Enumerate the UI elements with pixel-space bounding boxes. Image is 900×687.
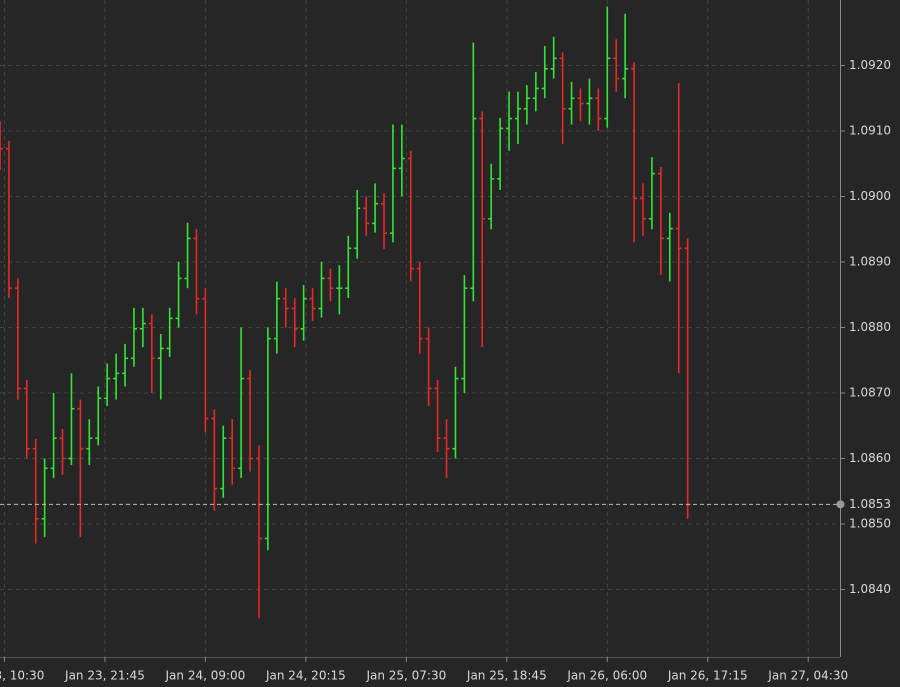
y-tick-label: 1.0890 xyxy=(849,255,891,269)
x-tick-label: Jan 26, 06:00 xyxy=(566,669,647,683)
y-tick-label: 1.0900 xyxy=(849,189,891,203)
y-tick-label: 1.0840 xyxy=(849,582,891,596)
y-tick-label: 1.0870 xyxy=(849,386,891,400)
x-tick-label: Jan 25, 07:30 xyxy=(365,669,446,683)
x-tick-label: Jan 23, 10:30 xyxy=(0,669,44,683)
x-tick-label: Jan 23, 21:45 xyxy=(64,669,145,683)
last-price-dot xyxy=(836,500,845,509)
x-tick-label: Jan 26, 17:15 xyxy=(667,669,748,683)
last-price-label: 1.0853 xyxy=(849,497,891,511)
y-tick-label: 1.0910 xyxy=(849,124,891,138)
x-tick-label: Jan 24, 09:00 xyxy=(165,669,246,683)
y-tick-label: 1.0880 xyxy=(849,320,891,334)
x-tick-label: Jan 25, 18:45 xyxy=(466,669,547,683)
x-tick-label: Jan 27, 04:30 xyxy=(767,669,848,683)
y-tick-label: 1.0850 xyxy=(849,517,891,531)
y-tick-label: 1.0920 xyxy=(849,58,891,72)
y-tick-label: 1.0860 xyxy=(849,451,891,465)
x-tick-label: Jan 24, 20:15 xyxy=(265,669,346,683)
